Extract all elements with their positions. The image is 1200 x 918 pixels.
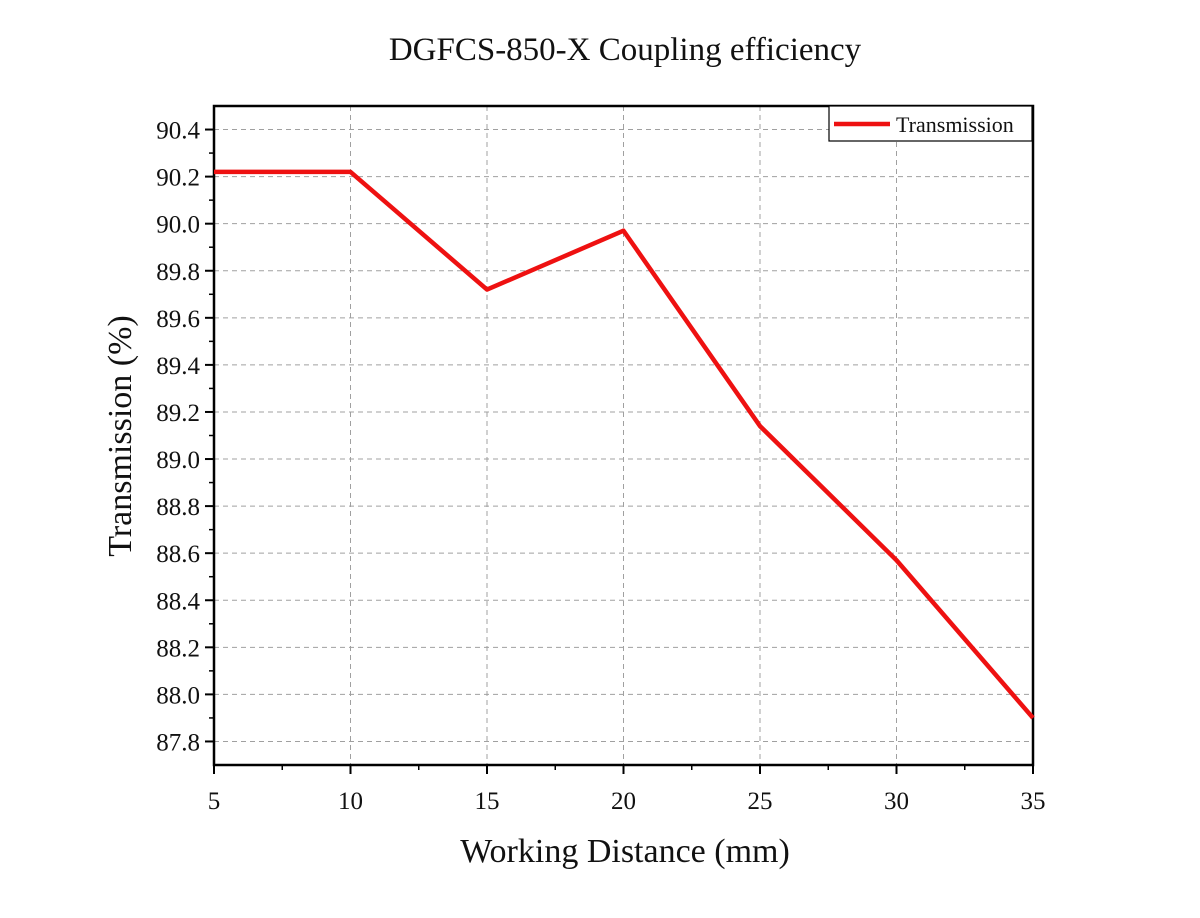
legend-label-transmission: Transmission <box>896 112 1014 137</box>
series-layer <box>213 169 1035 720</box>
x-tick-label: 20 <box>611 788 636 815</box>
y-tick-label: 88.4 <box>156 588 200 615</box>
y-tick-label: 88.8 <box>156 494 200 521</box>
x-tick-label: 10 <box>338 788 363 815</box>
x-tick-label: 35 <box>1021 788 1046 815</box>
x-tick-label: 30 <box>884 788 909 815</box>
y-tick-label: 90.4 <box>156 118 200 145</box>
y-tick-labels: 87.8 88.0 88.2 88.4 88.6 88.8 89.0 89.2 89.4 89.6… <box>156 118 200 757</box>
y-tick-label: 89.4 <box>156 353 200 380</box>
x-tick-labels: 5 10 15 20 25 30 35 <box>208 788 1046 815</box>
y-tick-label: 89.0 <box>156 447 200 474</box>
x-tick-label: 25 <box>748 788 773 815</box>
y-axis-label: Transmission (%) <box>102 315 139 557</box>
x-tick-label: 5 <box>208 788 221 815</box>
y-tick-label: 87.8 <box>156 729 200 756</box>
y-tick-label: 89.8 <box>156 259 200 286</box>
x-tick-label: 15 <box>475 788 500 815</box>
y-tick-label: 90.2 <box>156 165 200 192</box>
y-tick-label: 88.0 <box>156 682 200 709</box>
y-tick-label: 88.6 <box>156 541 200 568</box>
y-tick-label: 88.2 <box>156 635 200 662</box>
x-axis-label: Working Distance (mm) <box>460 833 790 870</box>
grid-lines <box>214 106 1033 765</box>
chart-title: DGFCS-850-X Coupling efficiency <box>389 32 862 68</box>
axis-ticks <box>205 128 1034 774</box>
y-tick-label: 90.0 <box>156 212 200 239</box>
y-tick-label: 89.2 <box>156 400 200 427</box>
legend: Transmission <box>828 105 1033 142</box>
y-tick-label: 89.6 <box>156 306 200 333</box>
